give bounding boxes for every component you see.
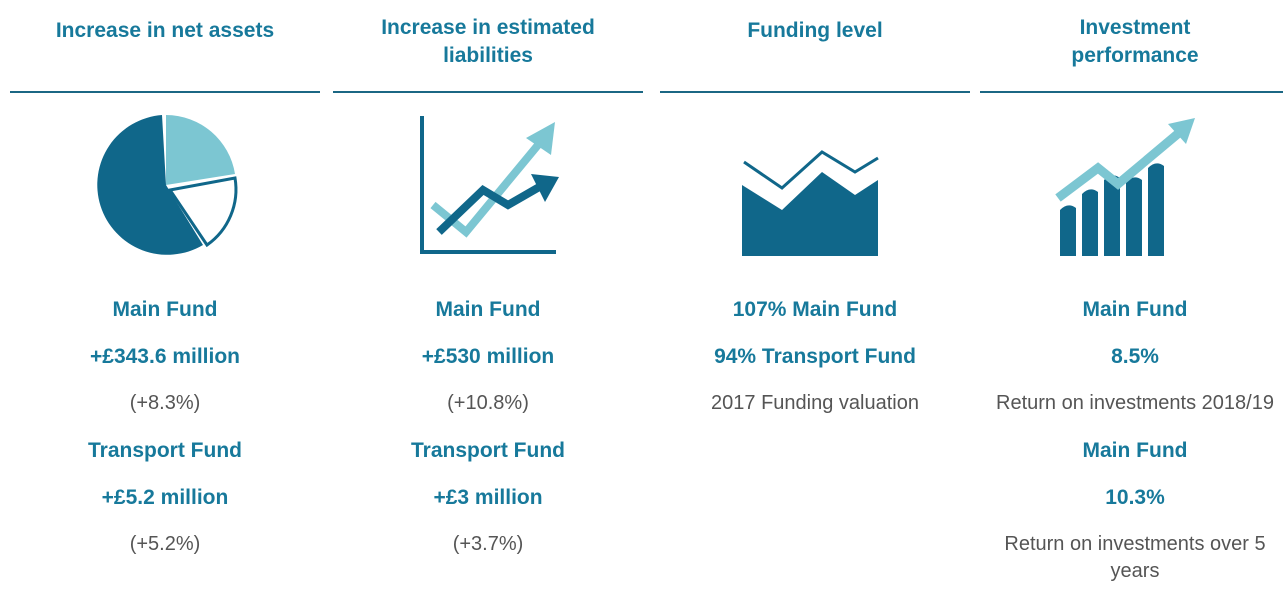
note-text: (+3.7%) bbox=[452, 533, 524, 555]
highlight-text: Main Fund bbox=[435, 298, 541, 321]
note-text: (+8.3%) bbox=[129, 392, 201, 414]
note-text: Return on investments over 5 years bbox=[1004, 533, 1266, 582]
column-heading: Increase in net assets bbox=[55, 19, 275, 42]
divider bbox=[10, 91, 320, 93]
highlight-text: 107% Main Fund bbox=[732, 298, 898, 321]
note-text: Return on investments 2018/19 bbox=[996, 392, 1274, 414]
note-text: (+5.2%) bbox=[129, 533, 201, 555]
area-icon bbox=[742, 116, 879, 256]
highlight-text: Transport Fund bbox=[88, 439, 242, 462]
items: Main Fund +£343.6 million (+8.3%) Transport… bbox=[10, 286, 320, 568]
highlight-text: +£5.2 million bbox=[101, 486, 229, 509]
line-icon bbox=[420, 116, 559, 254]
highlight-text: +£530 million bbox=[421, 345, 555, 368]
highlight-text: +£3 million bbox=[433, 486, 543, 509]
note-text: 2017 Funding valuation bbox=[711, 392, 919, 414]
pie-icon bbox=[97, 115, 238, 255]
column-heading: Funding level bbox=[747, 19, 883, 42]
column: Increase in net assets Main Fund +£343.6 … bbox=[10, 0, 320, 615]
column-heading: Increase in estimated liabilities bbox=[381, 16, 595, 67]
highlight-text: Transport Fund bbox=[411, 439, 565, 462]
highlight-text: 94% Transport Fund bbox=[714, 345, 916, 368]
divider bbox=[980, 91, 1283, 93]
divider bbox=[333, 91, 643, 93]
highlight-text: Main Fund bbox=[1082, 439, 1188, 462]
column-heading: Investment performance bbox=[1071, 16, 1199, 67]
column: Funding level 107% Main Fund 94% Transpor… bbox=[660, 0, 970, 615]
highlight-text: 10.3% bbox=[1105, 486, 1165, 509]
highlight-text: Main Fund bbox=[1082, 298, 1188, 321]
highlight-text: +£343.6 million bbox=[90, 345, 240, 368]
column: Increase in estimated liabilities Main F… bbox=[333, 0, 643, 615]
items: 107% Main Fund 94% Transport Fund 2017 Fun… bbox=[660, 286, 970, 427]
items: Main Fund +£530 million (+10.8%) Transport … bbox=[333, 286, 643, 568]
bar-icon bbox=[1055, 118, 1195, 256]
items: Main Fund 8.5% Return on investments 2018/… bbox=[980, 286, 1283, 595]
divider bbox=[660, 91, 970, 93]
highlight-text: Main Fund bbox=[112, 298, 218, 321]
note-text: (+10.8%) bbox=[447, 392, 529, 414]
highlight-text: 8.5% bbox=[1111, 345, 1159, 368]
column: Investment performance Main Fund 8.5% Retu… bbox=[980, 0, 1283, 615]
